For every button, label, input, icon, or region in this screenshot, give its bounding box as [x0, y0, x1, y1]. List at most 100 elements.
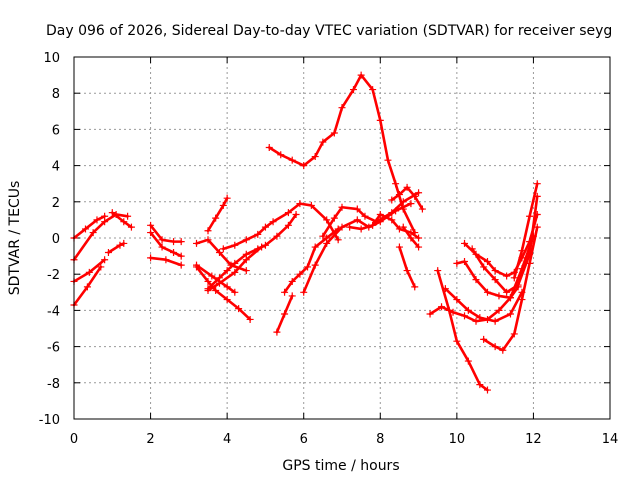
data-point [292, 210, 300, 218]
data-point [491, 317, 499, 325]
data-point [311, 153, 319, 161]
data-point [503, 272, 511, 280]
series-track [398, 245, 417, 289]
data-point [395, 225, 403, 233]
data-point [495, 306, 503, 314]
data-point [223, 267, 231, 275]
series-track [206, 196, 229, 233]
data-point [124, 212, 132, 220]
data-point [338, 203, 346, 211]
data-point [300, 162, 308, 170]
data-point [407, 234, 415, 242]
data-point [461, 239, 469, 247]
data-point [415, 243, 423, 251]
data-point [147, 254, 155, 262]
data-point [510, 274, 518, 282]
series-track [463, 213, 539, 278]
data-point [83, 283, 91, 291]
data-point [269, 218, 277, 226]
data-point [338, 223, 346, 231]
data-point [219, 201, 227, 209]
series-track-n [204, 194, 231, 235]
data-point [453, 296, 461, 304]
y-tick-label: 0 [52, 232, 60, 247]
data-point [177, 261, 185, 269]
data-point [193, 263, 201, 271]
data-point [499, 346, 507, 354]
x-tick-labels: 0 2 4 6 8 10 12 14 [70, 432, 618, 447]
data-point [476, 381, 484, 389]
data-point [204, 227, 212, 235]
data-point [311, 261, 319, 269]
data-point [495, 292, 503, 300]
data-point [353, 205, 361, 213]
data-point [235, 305, 243, 313]
data-point [158, 236, 166, 244]
y-tick-label: -8 [47, 377, 60, 392]
data-point [399, 198, 407, 206]
series-layer [70, 71, 541, 394]
data-point [120, 239, 128, 247]
data-point [212, 286, 220, 294]
data-point [231, 268, 239, 276]
data-point [81, 225, 89, 233]
series-track-l [193, 263, 254, 323]
data-point [464, 306, 472, 314]
data-point [491, 267, 499, 275]
data-point [89, 229, 97, 237]
data-point [506, 294, 514, 302]
data-point [223, 296, 231, 304]
data-point [395, 191, 403, 199]
data-point [491, 276, 499, 284]
data-point [215, 248, 223, 256]
data-point [434, 267, 442, 275]
y-tick-label: -10 [39, 413, 60, 428]
series-track-o [204, 243, 266, 294]
series-track-g [147, 221, 185, 246]
data-point [284, 221, 292, 229]
series-track-x [395, 243, 419, 291]
data-point [281, 310, 289, 318]
data-point [93, 216, 101, 224]
data-point [395, 243, 403, 251]
data-point [453, 337, 461, 345]
series-track [149, 224, 183, 243]
data-point [491, 343, 499, 351]
data-point [388, 196, 396, 204]
data-point [158, 243, 166, 251]
series-track [436, 269, 489, 392]
data-point [526, 259, 534, 267]
data-point [441, 285, 449, 293]
data-point [127, 223, 135, 231]
series-track-d [70, 263, 105, 309]
data-point [288, 292, 296, 300]
data-point [330, 129, 338, 137]
data-point [277, 151, 285, 159]
series-track [206, 245, 263, 292]
data-point [231, 288, 239, 296]
series-track-f [108, 209, 135, 231]
data-point [518, 247, 526, 255]
series-track-y [399, 223, 423, 251]
data-point [284, 209, 292, 217]
series-track [72, 214, 106, 240]
data-point [388, 216, 396, 224]
data-point [212, 214, 220, 222]
data-point [254, 230, 262, 238]
data-point [273, 232, 281, 240]
data-point [296, 270, 304, 278]
data-point [518, 296, 526, 304]
y-tick-label: -6 [47, 341, 60, 356]
data-point [223, 194, 231, 202]
data-point [468, 245, 476, 253]
data-point [231, 241, 239, 249]
data-point [418, 205, 426, 213]
series-track [206, 213, 298, 290]
series-track-r [273, 292, 296, 336]
plot-frame [73, 56, 611, 420]
data-point [369, 86, 377, 94]
data-point [323, 239, 331, 247]
data-point [403, 183, 411, 191]
data-point [85, 268, 93, 276]
data-point [526, 212, 534, 220]
